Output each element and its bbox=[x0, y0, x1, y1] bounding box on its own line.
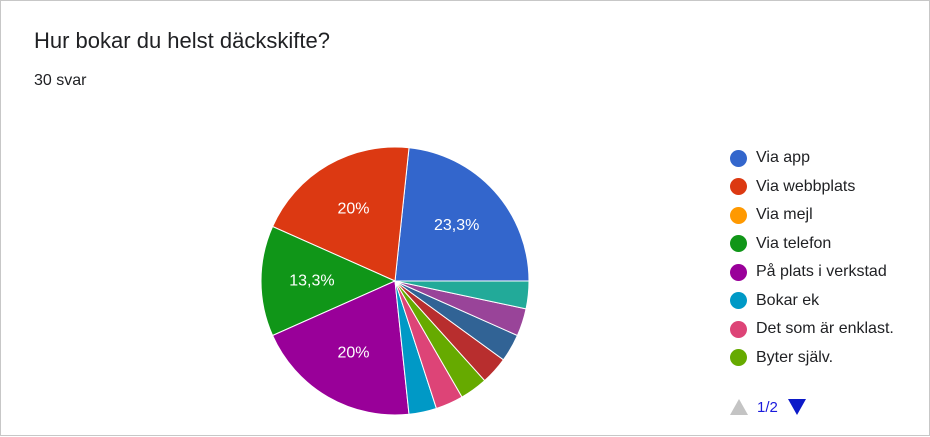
legend-label: Via webbplats bbox=[756, 177, 856, 195]
slice-percent-label: 13,3% bbox=[289, 273, 334, 290]
slice-percent-label: 23,3% bbox=[434, 217, 479, 234]
legend-item[interactable]: Via webbplats bbox=[730, 173, 894, 202]
legend-swatch bbox=[730, 149, 747, 167]
pie-slice[interactable] bbox=[394, 280, 530, 310]
legend-label: Via mejl bbox=[756, 206, 813, 224]
slice-percent-label: 20% bbox=[337, 344, 369, 361]
legend-swatch bbox=[730, 292, 747, 310]
page-indicator: 1/2 bbox=[757, 398, 778, 416]
legend-item[interactable]: Bokar ek bbox=[730, 287, 894, 316]
legend-swatch bbox=[730, 263, 747, 281]
legend-item[interactable]: Via app bbox=[730, 144, 894, 173]
legend-label: På plats i verkstad bbox=[756, 263, 887, 281]
pie-slice[interactable] bbox=[271, 146, 410, 282]
legend-item[interactable]: Via mejl bbox=[730, 201, 894, 230]
legend-swatch bbox=[730, 235, 747, 253]
legend-swatch bbox=[730, 178, 747, 196]
legend-label: Via app bbox=[756, 149, 810, 167]
legend-label: Det som är enklast. bbox=[756, 320, 894, 338]
legend-item[interactable]: Det som är enklast. bbox=[730, 315, 894, 344]
legend-swatch bbox=[730, 320, 747, 338]
triangle-up-icon[interactable] bbox=[730, 399, 748, 415]
response-count: 30 svar bbox=[34, 72, 87, 89]
legend-swatch bbox=[730, 349, 747, 367]
pie-slice[interactable] bbox=[271, 280, 410, 416]
legend-item[interactable]: Via telefon bbox=[730, 230, 894, 259]
legend-pager: 1/2 bbox=[730, 397, 806, 417]
legend-label: Byter själv. bbox=[756, 348, 834, 366]
legend-item[interactable]: På plats i verkstad bbox=[730, 258, 894, 287]
legend: Via app Via webbplats Via mejl Via telefon P… bbox=[730, 144, 894, 372]
legend-swatch bbox=[730, 206, 747, 224]
pie-slice[interactable] bbox=[394, 147, 530, 282]
pie-slice[interactable] bbox=[260, 225, 397, 337]
chart-title: Hur bokar du helst däckskifte? bbox=[34, 28, 330, 53]
slice-percent-label: 20% bbox=[337, 201, 369, 218]
legend-item[interactable]: Byter själv. bbox=[730, 344, 894, 373]
triangle-down-icon[interactable] bbox=[787, 399, 806, 415]
legend-label: Via telefon bbox=[756, 234, 832, 252]
legend-label: Bokar ek bbox=[756, 291, 820, 309]
